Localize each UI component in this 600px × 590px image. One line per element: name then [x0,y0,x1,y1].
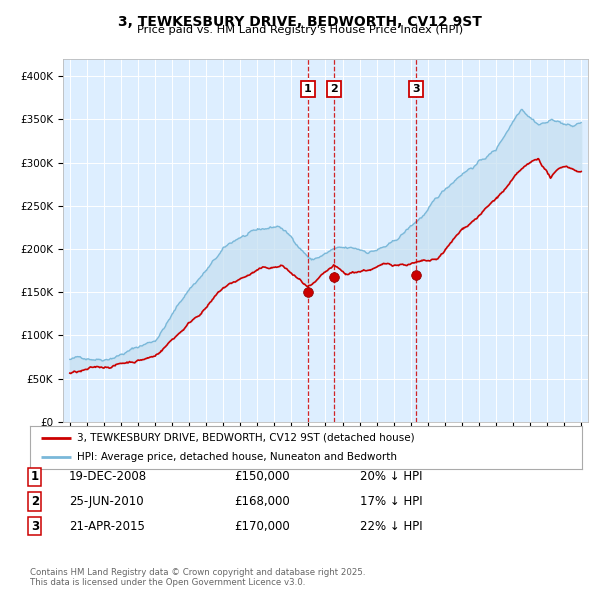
Text: 17% ↓ HPI: 17% ↓ HPI [360,495,422,508]
Text: 3: 3 [412,84,420,94]
Text: £150,000: £150,000 [234,470,290,483]
Text: £168,000: £168,000 [234,495,290,508]
Text: 3: 3 [31,520,39,533]
Text: 2: 2 [330,84,338,94]
Text: £170,000: £170,000 [234,520,290,533]
Text: 1: 1 [31,470,39,483]
Text: 22% ↓ HPI: 22% ↓ HPI [360,520,422,533]
Text: 2: 2 [31,495,39,508]
Text: Price paid vs. HM Land Registry's House Price Index (HPI): Price paid vs. HM Land Registry's House … [137,25,463,35]
Text: 21-APR-2015: 21-APR-2015 [69,520,145,533]
Text: 25-JUN-2010: 25-JUN-2010 [69,495,143,508]
Text: 20% ↓ HPI: 20% ↓ HPI [360,470,422,483]
Text: 3, TEWKESBURY DRIVE, BEDWORTH, CV12 9ST (detached house): 3, TEWKESBURY DRIVE, BEDWORTH, CV12 9ST … [77,432,415,442]
Text: 1: 1 [304,84,312,94]
Text: HPI: Average price, detached house, Nuneaton and Bedworth: HPI: Average price, detached house, Nune… [77,453,397,463]
Text: Contains HM Land Registry data © Crown copyright and database right 2025.
This d: Contains HM Land Registry data © Crown c… [30,568,365,587]
Text: 3, TEWKESBURY DRIVE, BEDWORTH, CV12 9ST: 3, TEWKESBURY DRIVE, BEDWORTH, CV12 9ST [118,15,482,29]
Text: 19-DEC-2008: 19-DEC-2008 [69,470,147,483]
